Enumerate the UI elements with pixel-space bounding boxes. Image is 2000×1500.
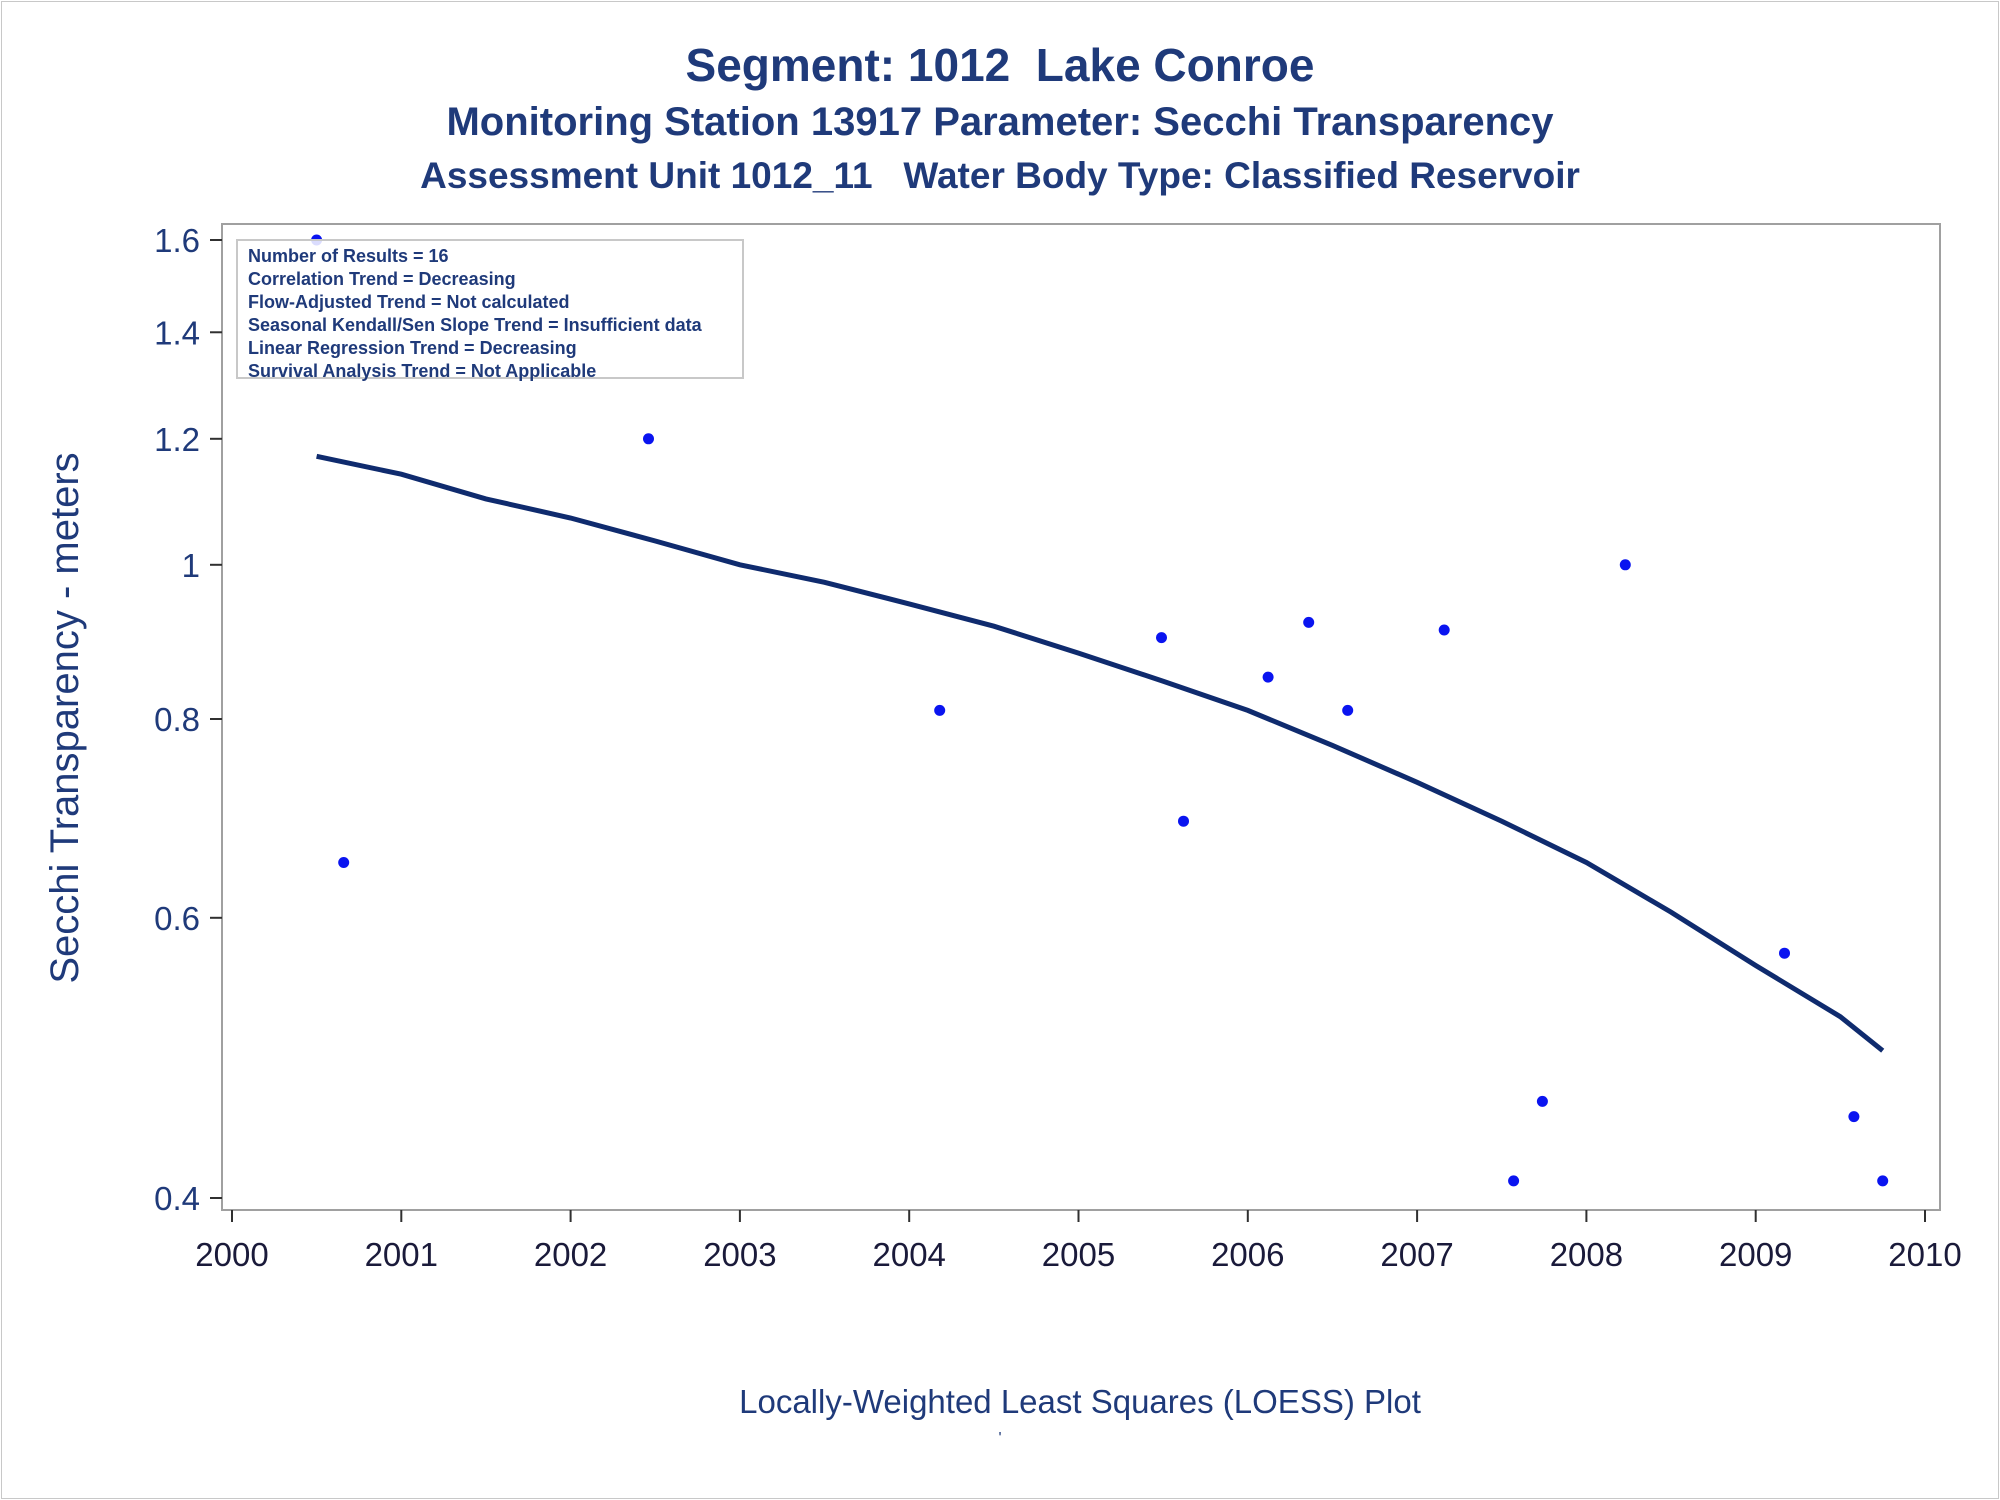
x-tick-label: 2002 [534, 1236, 607, 1273]
chart-subtitle: Monitoring Station 13917 Parameter: Secc… [446, 100, 1554, 144]
data-point [643, 433, 654, 445]
x-tick-label: 2009 [1719, 1236, 1792, 1273]
y-axis: 0.4 0.6 0.8 1 1.2 1.4 1.6 [154, 222, 222, 1217]
y-axis-label: Secchi Transparency - meters [43, 452, 87, 983]
data-point [1438, 624, 1450, 636]
x-tick-label: 2006 [1211, 1236, 1284, 1273]
data-point [1156, 632, 1167, 644]
y-tick-label: 1.4 [154, 314, 200, 351]
trend-stats-box: Number of Results = 16 Correlation Trend… [236, 239, 744, 381]
x-axis-label: Locally-Weighted Least Squares (LOESS) P… [739, 1383, 1421, 1420]
plot-area [221, 223, 1941, 1211]
y-tick-label: 0.6 [154, 900, 200, 937]
y-tick-label: 1.2 [154, 421, 200, 458]
data-point [1848, 1111, 1860, 1123]
x-tick-label: 2010 [1888, 1236, 1961, 1273]
chart-title: Segment: 1012 Lake Conroe [685, 39, 1315, 91]
y-tick-label: 1.6 [154, 222, 200, 259]
x-tick-label: 2007 [1380, 1236, 1453, 1273]
stat-number-of-results: Number of Results = 16 [248, 246, 449, 266]
x-tick-label: 2008 [1550, 1236, 1623, 1273]
x-tick-label: 2000 [195, 1236, 268, 1273]
data-point [1178, 815, 1189, 827]
y-tick-label: 0.4 [154, 1180, 200, 1217]
stat-seasonal-kendall: Seasonal Kendall/Sen Slope Trend = Insuf… [248, 315, 702, 335]
data-point [1877, 1175, 1889, 1187]
chart-subtitle-2: Assessment Unit 1012_11 Water Body Type:… [420, 155, 1580, 196]
data-point [1619, 559, 1631, 571]
stat-linear-regression: Linear Regression Trend = Decreasing [248, 338, 577, 358]
y-tick-label: 0.8 [154, 701, 200, 738]
data-point [1508, 1175, 1520, 1187]
x-axis: 2000 2001 2002 2003 2004 2005 2006 2007 2008 2009… [195, 1210, 1962, 1273]
data-point [1779, 947, 1790, 959]
data-point [1536, 1095, 1548, 1107]
data-point [338, 857, 350, 868]
footnote: ' [998, 1430, 1002, 1447]
scatter-points [311, 234, 1889, 1187]
stat-correlation-trend: Correlation Trend = Decreasing [248, 269, 516, 289]
y-tick-label: 1 [182, 547, 200, 584]
data-point [934, 704, 946, 716]
data-point [1262, 671, 1274, 683]
stat-flow-adjusted-trend: Flow-Adjusted Trend = Not calculated [248, 292, 570, 312]
x-tick-label: 2003 [703, 1236, 776, 1273]
data-point [1342, 704, 1354, 716]
loess-curve [316, 453, 1885, 1053]
stat-survival-analysis: Survival Analysis Trend = Not Applicable [248, 361, 597, 381]
data-point [1303, 616, 1315, 628]
x-tick-label: 2004 [872, 1236, 945, 1273]
x-tick-label: 2005 [1042, 1236, 1115, 1273]
x-tick-label: 2001 [365, 1236, 438, 1273]
